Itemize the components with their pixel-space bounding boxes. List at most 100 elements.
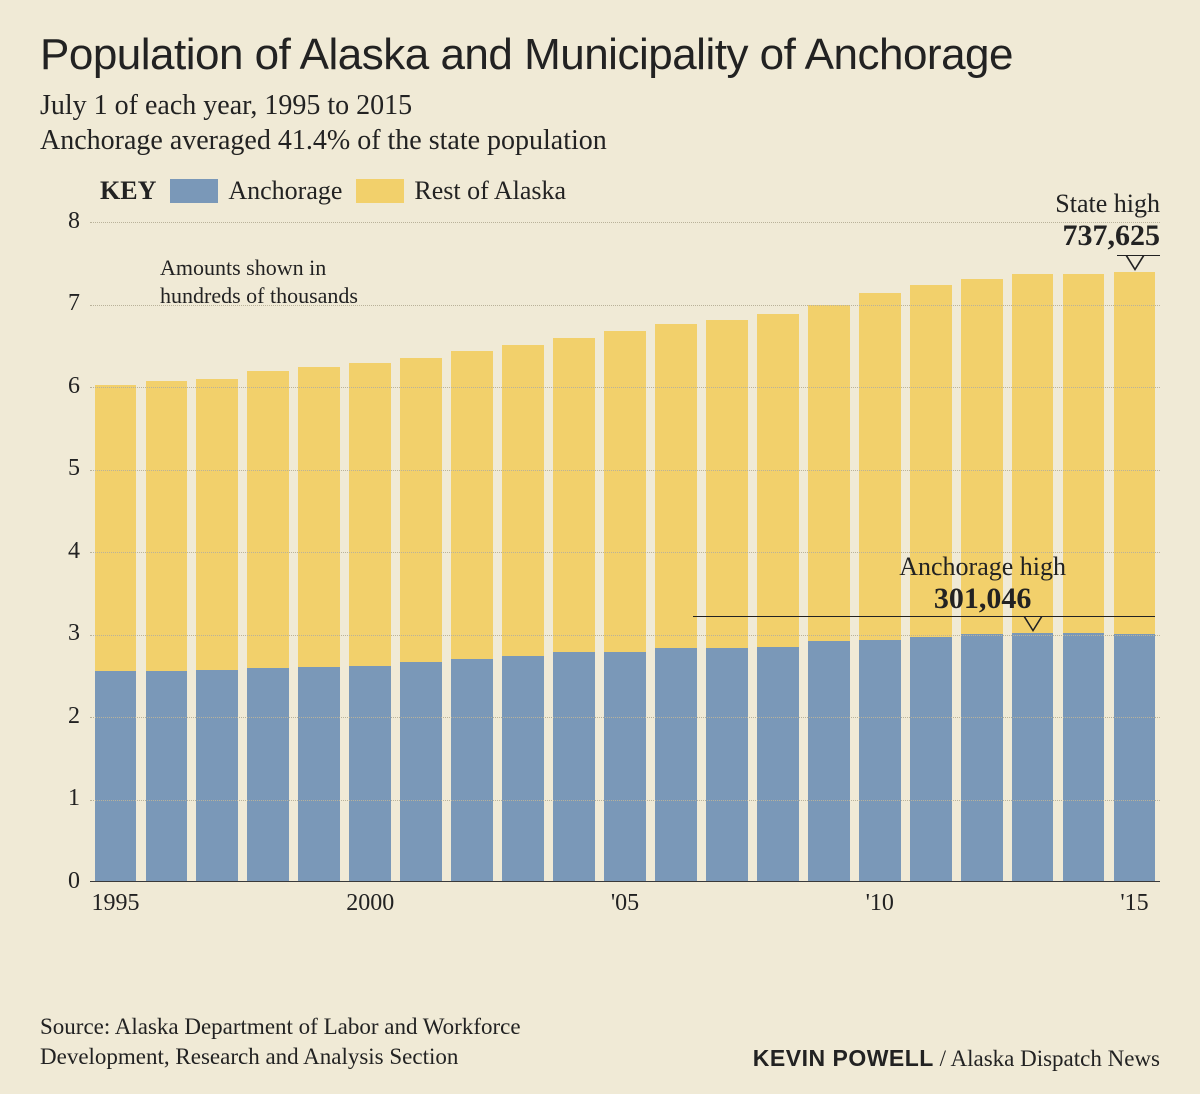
chart-footer: Source: Alaska Department of Labor and W… (40, 1012, 1160, 1072)
bar-segment-anchorage (1063, 633, 1105, 881)
bar-segment-rest (808, 305, 850, 641)
legend-item-anchorage: Anchorage (170, 176, 342, 206)
chart-title: Population of Alaska and Municipality of… (40, 30, 1160, 80)
bar (655, 324, 697, 881)
legend: KEY Anchorage Rest of Alaska (100, 176, 1160, 206)
gridline (90, 222, 1160, 223)
legend-label-anchorage: Anchorage (228, 176, 342, 206)
bar-segment-rest (196, 379, 238, 670)
y-axis-tick: 3 (50, 620, 80, 647)
bar (146, 381, 188, 881)
bar-segment-anchorage (808, 641, 850, 881)
bar-segment-anchorage (349, 666, 391, 881)
bar (757, 314, 799, 881)
callout-pointer-fill (1025, 616, 1041, 629)
bar-segment-rest (553, 338, 595, 652)
bar (604, 331, 646, 881)
y-axis-tick: 5 (50, 455, 80, 482)
bar (400, 358, 442, 881)
units-note: Amounts shown inhundreds of thousands (160, 254, 358, 309)
x-axis-label: 2000 (346, 890, 394, 917)
bar-segment-anchorage (196, 670, 238, 881)
byline-sep: / (934, 1046, 951, 1071)
y-axis-tick: 0 (50, 868, 80, 895)
bar-segment-anchorage (95, 671, 137, 881)
y-axis-tick: 4 (50, 538, 80, 565)
bar (808, 305, 850, 881)
bar-segment-anchorage (502, 656, 544, 881)
legend-swatch-anchorage (170, 179, 218, 203)
bar-segment-rest (451, 351, 493, 659)
byline: KEVIN POWELL / Alaska Dispatch News (753, 1045, 1160, 1072)
bar-segment-anchorage (655, 648, 697, 881)
bar-segment-rest (95, 385, 137, 671)
bar (706, 320, 748, 881)
y-axis-tick: 8 (50, 208, 80, 235)
y-axis-tick: 1 (50, 785, 80, 812)
x-axis-label: '10 (866, 890, 894, 917)
x-axis-label: '05 (611, 890, 639, 917)
bar (349, 363, 391, 881)
bar-segment-rest (247, 371, 289, 668)
legend-key-label: KEY (100, 176, 156, 206)
bar-segment-anchorage (400, 662, 442, 881)
bar-segment-rest (400, 358, 442, 662)
bar-segment-anchorage (247, 668, 289, 881)
callout-leader-line (1117, 255, 1135, 256)
bar-segment-anchorage (604, 652, 646, 881)
bar (1114, 272, 1156, 881)
bar-segment-rest (502, 345, 544, 656)
bar-segment-anchorage (1012, 633, 1054, 881)
bar (502, 345, 544, 881)
bar-segment-anchorage (451, 659, 493, 881)
callout-anchorage-high: Anchorage high301,046 (853, 552, 1113, 616)
bar-segment-rest (146, 381, 188, 671)
x-axis-label: 1995 (91, 890, 139, 917)
bar-segment-anchorage (1114, 634, 1156, 881)
bar-segment-anchorage (706, 648, 748, 881)
bar-segment-rest (604, 331, 646, 652)
bar-segment-anchorage (146, 671, 188, 881)
callout-state-high: State high737,625 (1055, 189, 1160, 253)
bar-segment-rest (349, 363, 391, 666)
y-axis-tick: 7 (50, 290, 80, 317)
gridline (90, 387, 1160, 388)
source-citation: Source: Alaska Department of Labor and W… (40, 1012, 521, 1072)
legend-item-rest: Rest of Alaska (356, 176, 566, 206)
chart-area: 012345678Amounts shown inhundreds of tho… (40, 222, 1160, 932)
bar-segment-anchorage (298, 667, 340, 881)
legend-swatch-rest (356, 179, 404, 203)
subtitle-line-2: Anchorage averaged 41.4% of the state po… (40, 123, 1160, 158)
source-line-1: Source: Alaska Department of Labor and W… (40, 1012, 521, 1042)
bar-segment-anchorage (553, 652, 595, 881)
bar-segment-rest (655, 324, 697, 648)
y-axis-tick: 6 (50, 373, 80, 400)
gridline (90, 717, 1160, 718)
callout-leader-line (1134, 255, 1160, 256)
gridline (90, 800, 1160, 801)
callout-pointer (1125, 255, 1145, 271)
plot-area: 012345678Amounts shown inhundreds of tho… (90, 222, 1160, 882)
bar (451, 351, 493, 881)
bar-segment-rest (757, 314, 799, 646)
source-line-2: Development, Research and Analysis Secti… (40, 1042, 521, 1072)
subtitle-line-1: July 1 of each year, 1995 to 2015 (40, 88, 1160, 123)
gridline (90, 470, 1160, 471)
bar (196, 379, 238, 881)
byline-org: Alaska Dispatch News (950, 1046, 1160, 1071)
y-axis-tick: 2 (50, 703, 80, 730)
bar (95, 385, 137, 881)
bar (298, 367, 340, 881)
chart-subtitle: July 1 of each year, 1995 to 2015 Anchor… (40, 88, 1160, 158)
bar-segment-anchorage (859, 640, 901, 881)
bar-segment-rest (1114, 272, 1156, 634)
bar-segment-rest (298, 367, 340, 667)
bar-segment-anchorage (757, 647, 799, 881)
x-axis-label: '15 (1120, 890, 1148, 917)
gridline (90, 635, 1160, 636)
bar-segment-rest (706, 320, 748, 648)
bar-segment-anchorage (961, 634, 1003, 881)
bar (247, 371, 289, 881)
legend-label-rest: Rest of Alaska (414, 176, 566, 206)
byline-author: KEVIN POWELL (753, 1045, 934, 1071)
